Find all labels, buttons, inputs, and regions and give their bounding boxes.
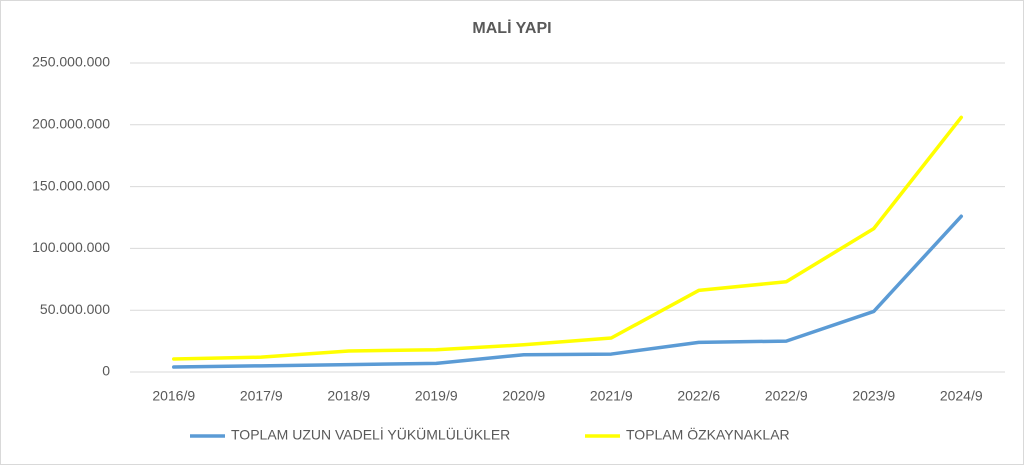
x-tick-label: 2019/9 [415,388,458,404]
y-tick-label: 200.000.000 [32,116,110,132]
legend-label: TOPLAM UZUN VADELİ YÜKÜMLÜLÜKLER [231,426,510,443]
series-line [172,214,963,369]
y-tick-label: 250.000.000 [32,54,110,70]
x-tick-label: 2023/9 [852,388,895,404]
y-tick-label: 150.000.000 [32,177,110,193]
x-tick-label: 2022/9 [765,388,808,404]
y-tick-label: 100.000.000 [32,239,110,255]
x-tick-label: 2018/9 [327,388,370,404]
x-tick-label: 2016/9 [152,388,195,404]
x-tick-label: 2020/9 [502,388,545,404]
series-line [172,115,963,361]
x-tick-label: 2024/9 [940,388,983,404]
y-tick-label: 0 [102,363,110,379]
x-tick-label: 2022/6 [677,388,720,404]
chart-title: MALİ YAPI [472,19,551,37]
legend-label: TOPLAM ÖZKAYNAKLAR [626,426,790,443]
x-tick-label: 2021/9 [590,388,633,404]
x-tick-label: 2017/9 [240,388,283,404]
y-tick-label: 50.000.000 [40,301,110,317]
